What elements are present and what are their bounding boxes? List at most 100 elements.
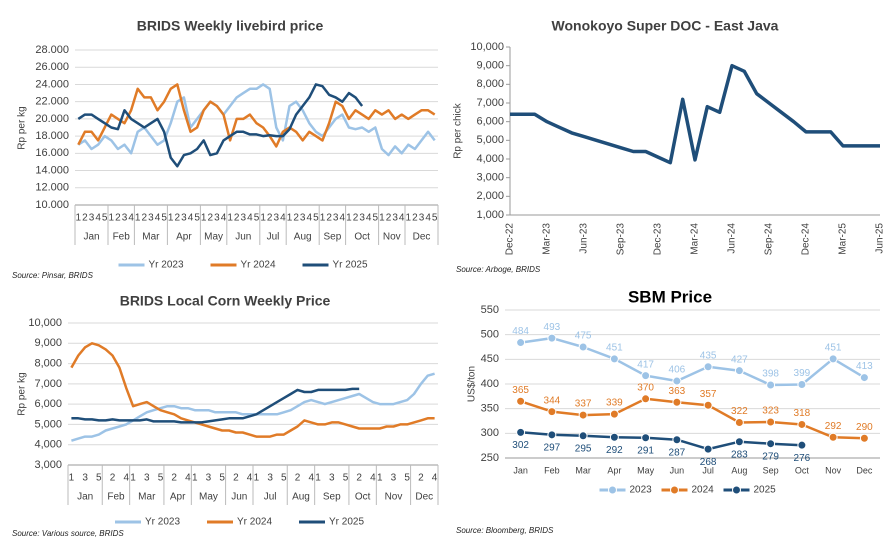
x-tick-label: 1 (346, 213, 352, 224)
x-tick-label: 4 (155, 213, 161, 224)
data-label: 323 (762, 406, 779, 417)
x-tick-label: Mar-24 (690, 223, 701, 255)
chart-title: BRIDS Local Corn Weekly Price (120, 293, 331, 309)
x-tick-label: 3 (359, 213, 365, 224)
data-label: 484 (512, 326, 529, 337)
x-tick-label: 2 (175, 213, 181, 224)
x-tick-label: 3 (267, 473, 273, 484)
point-marker (547, 407, 557, 417)
x-tick-label: 2 (171, 473, 177, 484)
x-tick-label: Dec-24 (801, 223, 812, 256)
month-label: Dec (413, 232, 431, 243)
x-tick-label: 3 (214, 213, 220, 224)
x-tick-label: 4 (95, 213, 101, 224)
point-marker (609, 409, 619, 419)
data-label: 279 (762, 451, 779, 462)
data-label: 318 (794, 408, 811, 419)
month-label: Feb (113, 232, 131, 243)
series-line (77, 83, 364, 168)
x-tick-label: 1 (377, 473, 383, 484)
data-label: 413 (856, 361, 873, 372)
source-note: Source: Bloomberg, BRIDS (456, 526, 554, 535)
x-tick-label: 2 (326, 213, 332, 224)
x-tick-label: 4 (280, 213, 286, 224)
y-tick-label: 4,000 (476, 153, 504, 165)
legend-label: Yr 2025 (333, 260, 368, 271)
series-line (520, 397, 865, 440)
data-label: 268 (700, 457, 717, 468)
y-tick-label: 26.000 (35, 61, 69, 73)
legend-label: 2025 (754, 485, 777, 496)
x-tick-label: 2 (233, 473, 239, 484)
point-marker (516, 396, 526, 406)
x-tick-label: 3 (206, 473, 212, 484)
series-line (77, 83, 436, 157)
point-marker (516, 338, 526, 348)
x-tick-label: 5 (219, 473, 225, 484)
data-label: 398 (762, 369, 779, 380)
x-tick-label: Apr (607, 465, 621, 475)
month-label: Apr (170, 492, 186, 503)
source-note: Source: Arboge, BRIDS (456, 265, 541, 274)
x-tick-label: Mar-23 (542, 223, 553, 255)
month-label: Nov (383, 232, 401, 243)
x-tick-label: 2 (208, 213, 214, 224)
month-label: Aug (294, 232, 312, 243)
y-tick-label: 12.000 (35, 182, 69, 194)
x-tick-label: 3 (181, 213, 187, 224)
month-label: Jan (77, 492, 93, 503)
x-tick-label: Mar (575, 465, 591, 475)
data-label: 365 (512, 385, 529, 396)
x-tick-label: 5 (158, 473, 164, 484)
point-marker (672, 435, 682, 445)
month-label: Aug (292, 492, 310, 503)
y-tick-label: 7,000 (34, 378, 62, 390)
x-tick-label: 1 (76, 213, 82, 224)
x-tick-label: Jun (670, 465, 685, 475)
data-label: 451 (825, 342, 842, 353)
x-tick-label: Oct (795, 465, 810, 475)
y-tick-label: 28.000 (35, 44, 69, 56)
legend-label: Yr 2024 (237, 517, 272, 528)
x-tick-label: 5 (281, 473, 287, 484)
x-tick-label: 5 (373, 213, 379, 224)
x-tick-label: 3 (419, 213, 425, 224)
x-tick-label: 4 (221, 213, 227, 224)
x-tick-label: 1 (135, 213, 141, 224)
data-label: 287 (669, 447, 686, 458)
x-tick-label: 1 (406, 213, 412, 224)
point-marker (516, 427, 526, 437)
x-tick-label: Sep (763, 465, 779, 475)
data-label: 337 (575, 399, 592, 410)
x-tick-label: 4 (185, 473, 191, 484)
data-label: 292 (606, 445, 623, 456)
y-tick-label: 7,000 (476, 97, 504, 109)
x-tick-label: 1 (130, 473, 136, 484)
x-tick-label: 3 (241, 213, 247, 224)
x-tick-label: 3 (329, 473, 335, 484)
x-tick-label: 1 (287, 213, 293, 224)
point-marker (828, 432, 838, 442)
month-label: Mar (138, 492, 156, 503)
y-tick-label: 10.000 (35, 199, 69, 211)
x-tick-label: 1 (260, 213, 266, 224)
y-tick-label: 400 (481, 378, 499, 390)
x-tick-label: 5 (254, 213, 260, 224)
month-label: Nov (385, 492, 403, 503)
point-marker (547, 430, 557, 440)
point-marker (641, 433, 651, 443)
month-label: Dec (415, 492, 433, 503)
x-tick-label: 3 (89, 213, 95, 224)
x-tick-label: 2 (82, 213, 88, 224)
legend-label: Yr 2023 (145, 517, 180, 528)
x-tick-label: 2 (293, 213, 299, 224)
y-tick-label: 8,000 (476, 78, 504, 90)
x-tick-label: 5 (102, 213, 108, 224)
x-tick-label: 5 (313, 213, 319, 224)
x-tick-label: 3 (144, 473, 150, 484)
source-note: Source: Various source, BRIDS (12, 529, 124, 538)
data-label: 493 (544, 322, 561, 333)
x-tick-label: 1 (109, 213, 115, 224)
y-axis-label: US$/ton (467, 366, 478, 402)
y-tick-label: 20.000 (35, 113, 69, 125)
